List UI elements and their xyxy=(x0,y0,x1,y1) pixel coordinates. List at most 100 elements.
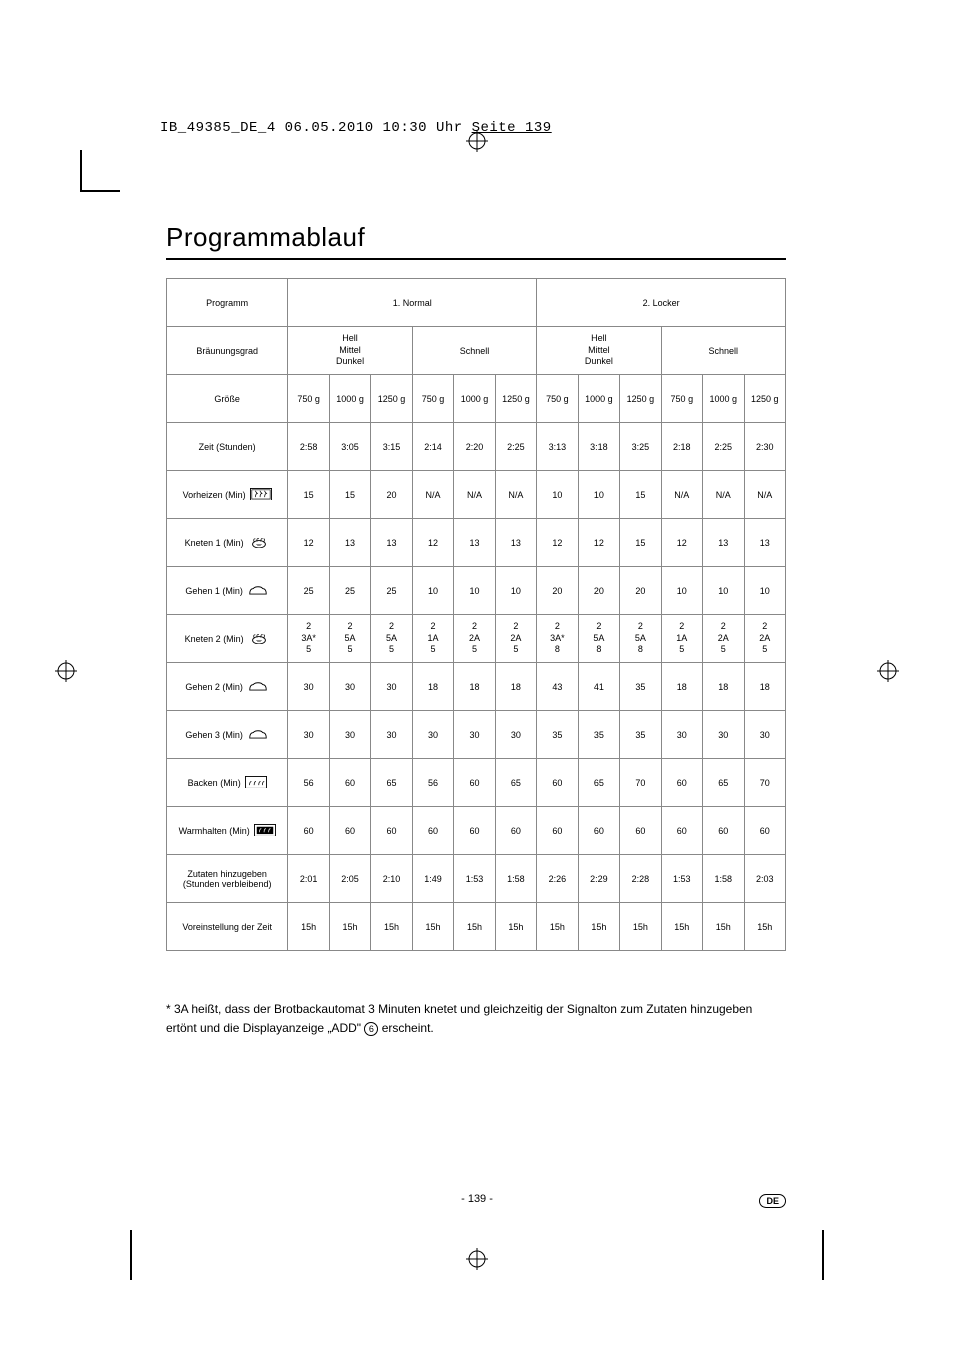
row-label: Zeit (Stunden) xyxy=(167,423,288,471)
data-cell: 18 xyxy=(744,663,785,711)
row-label: Backen (Min) xyxy=(167,759,288,807)
footnote-text: erscheint. xyxy=(378,1021,433,1035)
data-cell: 60 xyxy=(495,807,536,855)
data-cell: 15 xyxy=(288,471,329,519)
page-title: Programmablauf xyxy=(166,222,365,253)
size-header: 750 g xyxy=(412,375,453,423)
rise-icon xyxy=(247,680,269,694)
data-cell: 12 xyxy=(578,519,619,567)
size-header: 1000 g xyxy=(329,375,370,423)
data-cell: 10 xyxy=(744,567,785,615)
size-label: Größe xyxy=(167,375,288,423)
data-cell: 10 xyxy=(454,567,495,615)
data-cell: 10 xyxy=(537,471,578,519)
data-cell: 60 xyxy=(620,807,661,855)
data-cell: 35 xyxy=(578,711,619,759)
table-row: Backen (Min)566065566065606570606570 xyxy=(167,759,786,807)
data-cell: 1:53 xyxy=(661,855,702,903)
data-cell: 1:58 xyxy=(495,855,536,903)
data-cell: 30 xyxy=(454,711,495,759)
data-cell: 2:26 xyxy=(537,855,578,903)
footnote-text: * 3A heißt, dass der Brotbackautomat 3 M… xyxy=(166,1002,752,1035)
data-cell: 20 xyxy=(537,567,578,615)
data-cell: 10 xyxy=(703,567,744,615)
row-label-text: Zeit (Stunden) xyxy=(199,442,256,452)
row-label: Vorheizen (Min) xyxy=(167,471,288,519)
browning-row: Bräunungsgrad HellMittelDunkel Schnell H… xyxy=(167,327,786,375)
data-cell: 15h xyxy=(412,903,453,951)
data-cell: 20 xyxy=(578,567,619,615)
data-cell: 25A5 xyxy=(329,615,370,663)
crop-mark xyxy=(822,1230,824,1280)
data-cell: 60 xyxy=(454,759,495,807)
data-cell: 25 xyxy=(329,567,370,615)
data-cell: 13 xyxy=(703,519,744,567)
data-cell: 3:05 xyxy=(329,423,370,471)
table-row: Zutaten hinzugeben(Stunden verbleibend)2… xyxy=(167,855,786,903)
table-row: Kneten 2 (Min)23A*525A525A521A522A522A52… xyxy=(167,615,786,663)
data-cell: 60 xyxy=(537,759,578,807)
data-cell: 1:58 xyxy=(703,855,744,903)
data-cell: 22A5 xyxy=(744,615,785,663)
row-label-text: Backen (Min) xyxy=(188,778,241,788)
row-label: Gehen 1 (Min) xyxy=(167,567,288,615)
data-cell: 22A5 xyxy=(495,615,536,663)
data-cell: 35 xyxy=(620,711,661,759)
data-cell: 35 xyxy=(620,663,661,711)
data-cell: 15h xyxy=(495,903,536,951)
data-cell: 25 xyxy=(371,567,412,615)
data-cell: N/A xyxy=(661,471,702,519)
data-cell: 21A5 xyxy=(412,615,453,663)
row-label-text: Voreinstellung der Zeit xyxy=(182,922,272,932)
table-row: Kneten 1 (Min)121313121313121215121313 xyxy=(167,519,786,567)
data-cell: 30 xyxy=(329,663,370,711)
browning-label: Bräunungsgrad xyxy=(167,327,288,375)
print-header: IB_49385_DE_4 06.05.2010 10:30 Uhr Seite… xyxy=(160,120,552,136)
program-label: Programm xyxy=(167,279,288,327)
data-cell: 25A8 xyxy=(620,615,661,663)
knead-icon xyxy=(248,632,270,646)
row-label-text: Kneten 1 (Min) xyxy=(185,538,244,548)
language-badge: DE xyxy=(759,1194,786,1208)
heat-icon xyxy=(250,488,272,502)
data-cell: 15h xyxy=(537,903,578,951)
data-cell: 35 xyxy=(537,711,578,759)
data-cell: 3:18 xyxy=(578,423,619,471)
data-cell: 15 xyxy=(329,471,370,519)
size-header: 1000 g xyxy=(703,375,744,423)
size-header: 1250 g xyxy=(620,375,661,423)
data-cell: 3:25 xyxy=(620,423,661,471)
data-cell: 3:13 xyxy=(537,423,578,471)
table-row: Voreinstellung der Zeit15h15h15h15h15h15… xyxy=(167,903,786,951)
row-label: Warmhalten (Min) xyxy=(167,807,288,855)
data-cell: N/A xyxy=(495,471,536,519)
data-cell: 23A*5 xyxy=(288,615,329,663)
data-cell: 2:10 xyxy=(371,855,412,903)
data-cell: 12 xyxy=(537,519,578,567)
data-cell: 70 xyxy=(620,759,661,807)
size-header: 1000 g xyxy=(578,375,619,423)
data-cell: 30 xyxy=(703,711,744,759)
data-cell: 15h xyxy=(620,903,661,951)
data-cell: 10 xyxy=(412,567,453,615)
crop-mark xyxy=(80,150,82,190)
data-cell: 60 xyxy=(661,807,702,855)
data-cell: 20 xyxy=(620,567,661,615)
data-cell: 23A*8 xyxy=(537,615,578,663)
header-page: Seite 139 xyxy=(472,120,552,136)
data-cell: 60 xyxy=(454,807,495,855)
data-cell: 60 xyxy=(329,807,370,855)
data-cell: 30 xyxy=(288,663,329,711)
data-cell: 30 xyxy=(412,711,453,759)
data-cell: 56 xyxy=(412,759,453,807)
data-cell: 22A5 xyxy=(454,615,495,663)
data-cell: 15h xyxy=(454,903,495,951)
data-cell: 56 xyxy=(288,759,329,807)
row-label-text: Vorheizen (Min) xyxy=(183,490,246,500)
registration-mark-icon xyxy=(466,1248,488,1270)
data-cell: 15 xyxy=(620,519,661,567)
program-header: 1. Normal xyxy=(288,279,537,327)
data-cell: 60 xyxy=(703,807,744,855)
data-cell: 2:01 xyxy=(288,855,329,903)
data-cell: 2:25 xyxy=(703,423,744,471)
